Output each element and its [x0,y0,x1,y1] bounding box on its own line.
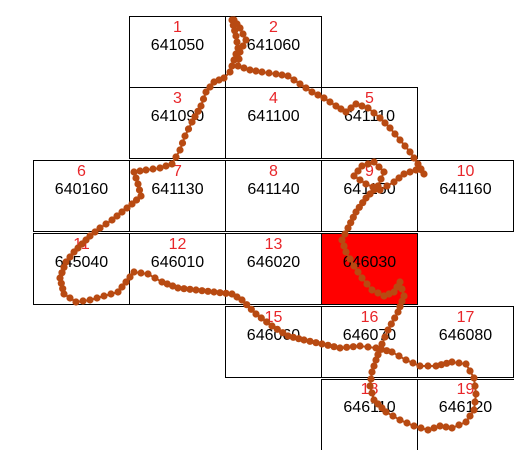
cell-number: 13 [264,236,283,253]
cell-code: 641150 [343,181,396,198]
cell-number: 5 [365,90,374,107]
cell-number: 3 [173,90,182,107]
map-cell-646010[interactable]: 12 646010 [129,233,226,305]
cell-code: 646020 [246,254,301,271]
cell-code: 641090 [150,108,205,125]
cell-code: 645040 [54,254,109,271]
cell-code: 646070 [342,327,397,344]
cell-code: 640160 [54,181,109,198]
map-cell-641160[interactable]: 10 641160 [417,160,514,232]
cell-number: 7 [173,163,182,180]
map-cell-640160[interactable]: 6 640160 [33,160,130,232]
cell-number: 1 [173,19,182,36]
map-cell-641100[interactable]: 4 641100 [225,87,322,159]
cell-number: 16 [360,309,379,326]
cell-number: 19 [456,381,475,398]
cell-number: 15 [264,309,283,326]
cell-code: 641100 [247,108,300,125]
cell-code: 646060 [246,327,301,344]
cell-number: 10 [456,163,475,180]
cell-code: 646010 [150,254,205,271]
cell-number: 4 [269,90,278,107]
map-cell-646120[interactable]: 19 646120 [417,379,514,451]
cell-number: 6 [77,163,86,180]
map-cell-641090[interactable]: 3 641090 [129,87,226,159]
cell-number: 17 [456,309,475,326]
map-cell-645040[interactable]: 11 645040 [33,233,130,305]
cell-number: 12 [168,236,187,253]
map-cell-641130[interactable]: 7 641130 [129,160,226,232]
map-cell-641060[interactable]: 2 641060 [225,16,322,88]
map-cell-641050[interactable]: 1 641050 [129,16,226,88]
cell-code: 641050 [150,37,205,54]
map-cell-646060[interactable]: 15 646060 [225,306,322,378]
map-cell-646080[interactable]: 17 646080 [417,306,514,378]
cell-code: 641140 [247,181,300,198]
map-cell-646020[interactable]: 13 646020 [225,233,322,305]
cell-code: 646030 [342,254,397,271]
cell-code: 646110 [343,399,396,416]
cell-number: 8 [269,163,278,180]
cell-code: 641110 [343,108,395,125]
cell-code: 641160 [439,181,492,198]
cell-number: 2 [269,19,278,36]
map-cell-646070[interactable]: 16 646070 [321,306,418,378]
cell-number: 9 [365,163,374,180]
cell-number: 18 [360,381,379,398]
cell-code: 641060 [246,37,301,54]
cell-code: 646120 [438,399,493,416]
map-cell-641150[interactable]: 9 641150 [321,160,418,232]
map-cell-641110[interactable]: 5 641110 [321,87,418,159]
cell-number: 11 [73,236,90,253]
map-cell-641140[interactable]: 8 641140 [225,160,322,232]
map-cell-646030-highlighted[interactable]: 646030 [321,233,418,305]
cell-code: 646080 [438,327,493,344]
map-cell-646110[interactable]: 18 646110 [321,379,418,451]
cell-code: 641130 [151,181,204,198]
